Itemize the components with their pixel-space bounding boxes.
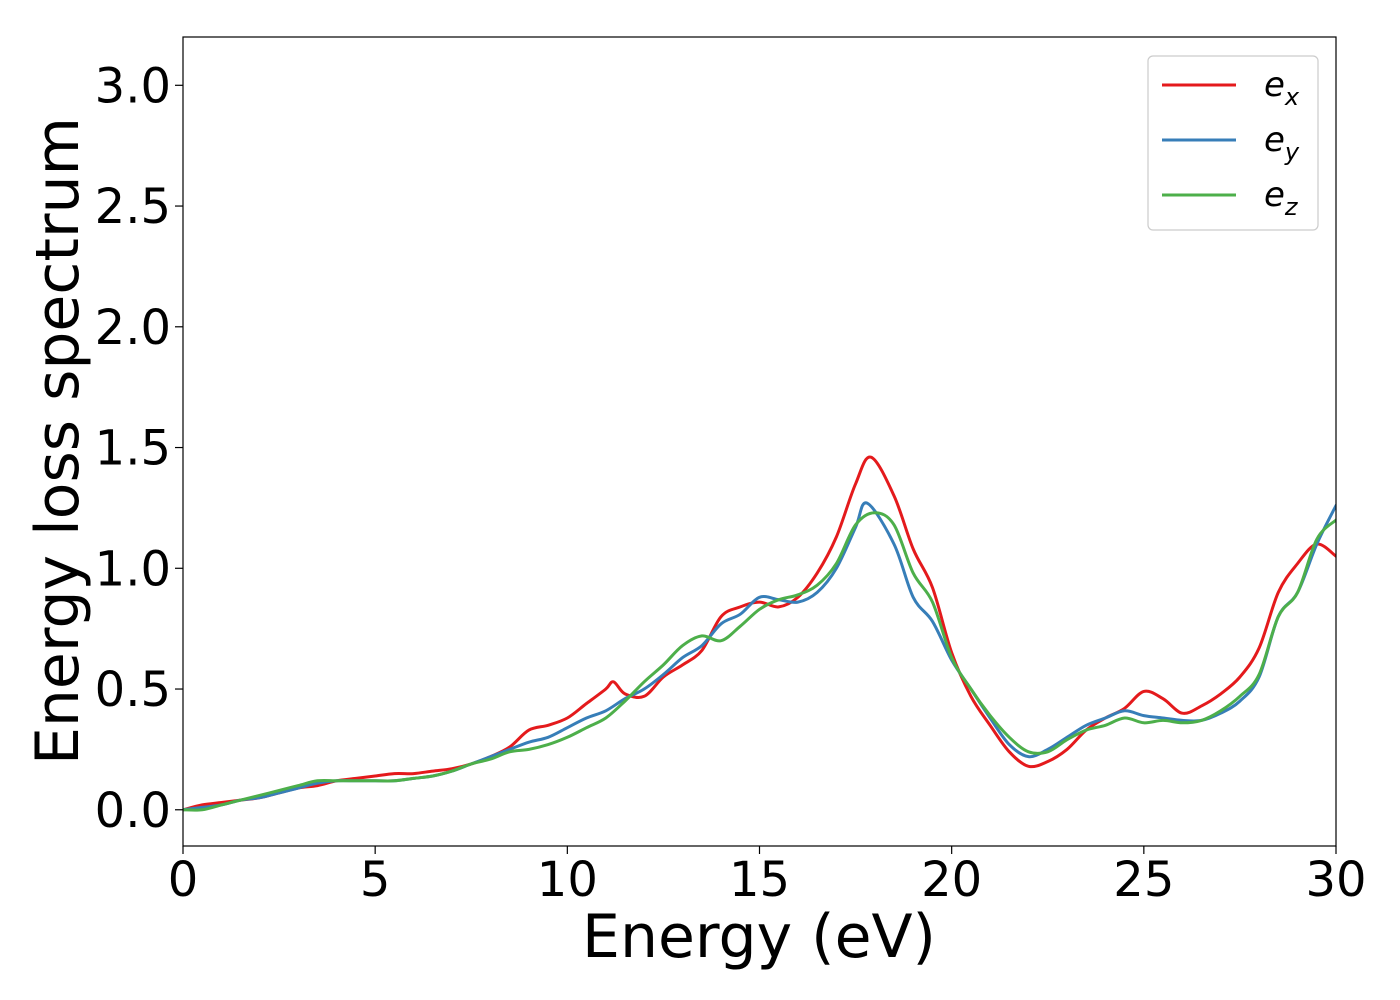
x-tick-label: 15 (729, 852, 790, 908)
axes: 0 5 10 15 20 25 30 0.0 0.5 1.0 1.5 2.0 2.5 3.0 (95, 36, 1367, 908)
y-tick-label: 2.0 (95, 300, 171, 356)
legend-label-z: ez (1264, 175, 1299, 221)
y-tick-label: 2.5 (95, 179, 171, 235)
x-tick-label: 20 (921, 852, 982, 908)
x-tick-label: 10 (537, 852, 598, 908)
x-axis-title: Energy (eV) (582, 902, 936, 972)
x-tick-label: 5 (360, 852, 391, 908)
legend-label-y: ey (1264, 120, 1300, 166)
x-tick-label: 0 (168, 852, 199, 908)
y-tick-label: 0.0 (95, 783, 171, 839)
series-line-x (183, 455, 1336, 812)
y-axis-title: Energy loss spectrum (23, 117, 93, 765)
series-lines (183, 455, 1336, 812)
y-tick-label: 3.0 (95, 58, 171, 114)
legend-label-x: ex (1264, 65, 1300, 111)
y-tick-label: 1.5 (95, 421, 171, 477)
x-tick-label: 30 (1305, 852, 1366, 908)
legend: ex ey ez (1147, 55, 1319, 231)
series-line-y (183, 501, 1336, 812)
y-tick-label: 0.5 (95, 662, 171, 718)
series-line-z (183, 511, 1336, 812)
legend-box (1147, 55, 1319, 231)
y-tick-label: 1.0 (95, 541, 171, 597)
x-tick-label: 25 (1113, 852, 1174, 908)
